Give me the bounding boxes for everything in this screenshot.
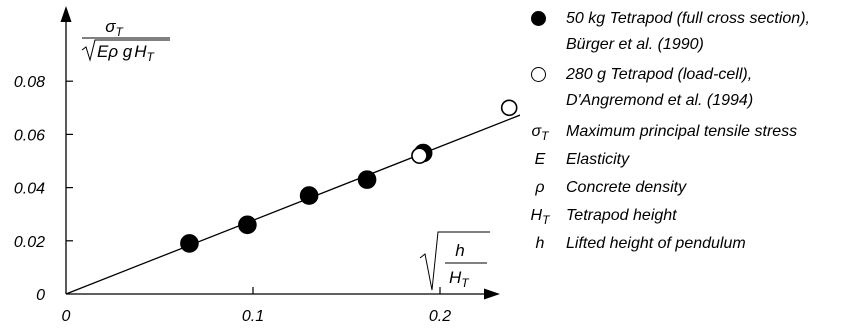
legend-series-2: 280 g Tetrapod (load-cell),: [522, 62, 858, 88]
y-tick-label: 0.08: [14, 74, 45, 91]
y-formula-sqrt-sign: [81, 39, 170, 62]
y-formula-numerator: σT: [105, 17, 124, 39]
legend-series-1: 50 kg Tetrapod (full cross section),: [522, 6, 858, 32]
y-tick-label: 0.06: [14, 127, 45, 144]
y-tick-label: 0: [36, 287, 45, 304]
legend-symbol-description: Elasticity: [566, 151, 630, 168]
data-point-open: [500, 99, 518, 117]
legend-symbol-e: E Elasticity: [522, 146, 858, 174]
data-point-filled: [357, 170, 377, 189]
y-tick-label: 0.04: [14, 181, 45, 198]
legend-symbol-main: h: [535, 235, 545, 252]
filled-circle-icon: [531, 11, 546, 26]
legend-symbol-description: Lifted height of pendulum: [566, 235, 746, 252]
data-point-filled: [299, 186, 319, 205]
legend-symbol-sub: T: [542, 213, 550, 228]
legend-symbol: σT: [522, 118, 558, 150]
legend-symbol-description: Concrete density: [566, 179, 687, 196]
legend-series-2-line1: 280 g Tetrapod (load-cell),: [566, 66, 753, 83]
legend-series-2-cont: D'Angremond et al. (1994): [522, 88, 858, 114]
data-points: [180, 99, 518, 253]
x-formula-denominator: HT: [449, 268, 470, 290]
legend: 50 kg Tetrapod (full cross section), Bür…: [522, 6, 858, 258]
legend-symbol-sub: T: [541, 129, 549, 144]
axes: [60, 6, 500, 300]
data-point-filled: [238, 215, 257, 235]
y-axis-arrow: [60, 6, 72, 22]
legend-symbol: E: [522, 146, 558, 174]
legend-series-1-cont: Bürger et al. (1990): [522, 32, 858, 58]
legend-symbol-ht: HT Tetrapod height: [522, 202, 858, 230]
legend-series-2-line2: D'Angremond et al. (1994): [566, 92, 754, 109]
legend-symbol-description: Tetrapod height: [566, 207, 677, 224]
legend-symbol-rho: ρ Concrete density: [522, 174, 858, 202]
legend-symbol: h: [522, 230, 558, 258]
legend-symbol-main: E: [534, 151, 546, 168]
chart: 00.10.20.30.400.020.040.060.08 σT Eρ gHT…: [14, 6, 520, 325]
legend-symbol: ρ: [522, 174, 558, 202]
open-circle-icon: [531, 67, 546, 82]
legend-symbol-main: σ: [531, 123, 542, 140]
x-axis-formula: h HT: [419, 231, 490, 291]
legend-series-1-line2: Bürger et al. (1990): [566, 36, 704, 53]
legend-symbol-sigma: σT Maximum principal tensile stress: [522, 118, 858, 146]
legend-symbol-main: ρ: [535, 179, 545, 196]
x-tick-label: 0.2: [429, 308, 451, 325]
x-formula-numerator: h: [455, 241, 464, 260]
data-point-open: [411, 147, 428, 164]
data-point-filled: [180, 234, 199, 253]
fit-line: [65, 114, 520, 295]
legend-symbol-main: H: [530, 207, 543, 224]
x-axis-arrow: [484, 288, 500, 300]
legend-symbol: HT: [522, 202, 558, 234]
x-formula-sqrt-sign: [419, 231, 490, 291]
y-formula-denominator: Eρ g HT: [97, 42, 156, 64]
ticks: 00.10.20.30.400.020.040.060.08: [14, 74, 451, 325]
legend-symbol-description: Maximum principal tensile stress: [566, 123, 798, 140]
legend-symbol-h: h Lifted height of pendulum: [522, 230, 858, 258]
y-tick-label: 0.02: [14, 234, 45, 251]
y-axis-formula: σT Eρ g HT: [81, 17, 170, 64]
x-tick-label: 0.1: [242, 308, 264, 325]
x-tick-label: 0: [62, 308, 71, 325]
legend-series-1-line1: 50 kg Tetrapod (full cross section),: [566, 10, 810, 27]
